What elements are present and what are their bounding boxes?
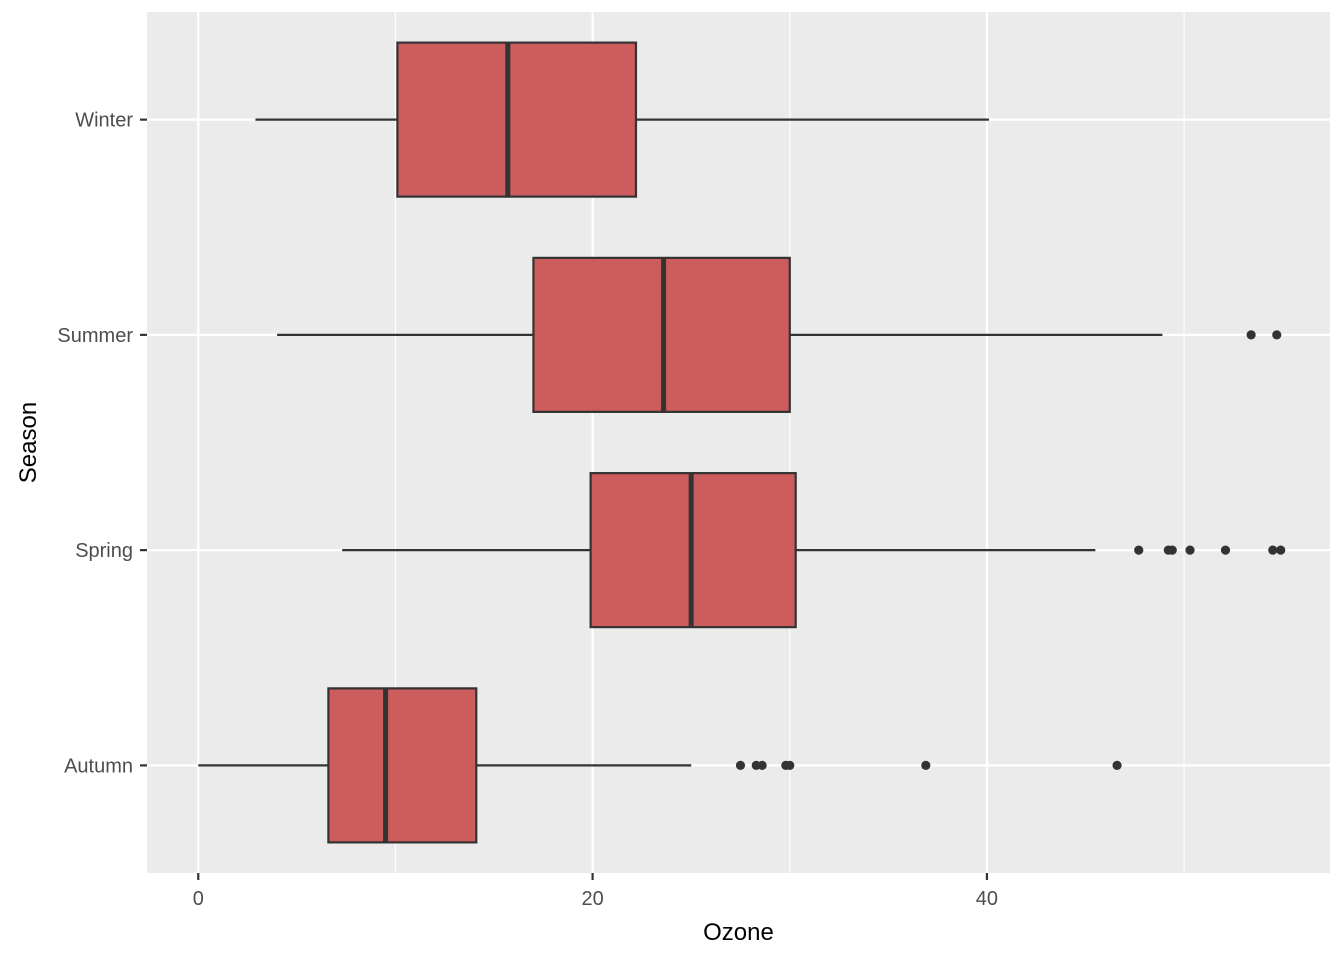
x-tick-label: 40 bbox=[976, 888, 998, 910]
y-tick-label: Autumn bbox=[64, 755, 133, 777]
y-tick-label: Summer bbox=[57, 325, 133, 347]
outlier-point bbox=[757, 760, 767, 770]
y-tick-label: Winter bbox=[75, 110, 133, 132]
plot-panel bbox=[147, 12, 1330, 873]
outlier-point bbox=[735, 760, 746, 770]
x-axis-title: Ozone bbox=[703, 919, 774, 946]
outlier-point bbox=[1276, 545, 1286, 555]
iqr-box bbox=[396, 41, 638, 198]
outlier-point bbox=[1167, 545, 1177, 555]
outlier-point bbox=[1268, 545, 1278, 555]
iqr-box bbox=[327, 687, 478, 844]
outlier-point bbox=[1272, 330, 1282, 340]
outlier-point bbox=[921, 760, 931, 770]
outlier-point bbox=[1246, 330, 1256, 340]
x-tick-label: 0 bbox=[193, 888, 204, 910]
outlier-point bbox=[785, 760, 795, 770]
outlier-point bbox=[1185, 545, 1195, 555]
x-axis: 0 20 40 bbox=[193, 873, 998, 910]
y-tick-label: Spring bbox=[75, 540, 133, 562]
x-tick-label: 20 bbox=[581, 888, 603, 910]
y-axis: Winter Summer Spring Autumn bbox=[57, 110, 147, 777]
box-summer bbox=[277, 256, 1282, 413]
y-axis-title: Season bbox=[15, 402, 42, 483]
box-series bbox=[198, 41, 1286, 844]
outlier-point bbox=[1134, 545, 1144, 555]
box-spring bbox=[342, 472, 1286, 629]
box-winter bbox=[255, 41, 989, 198]
box-autumn bbox=[198, 687, 1122, 844]
outlier-point bbox=[1112, 760, 1122, 770]
outlier-point bbox=[1220, 545, 1231, 555]
